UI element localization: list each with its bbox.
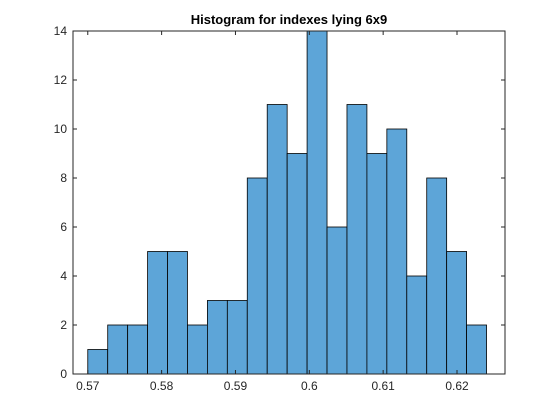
histogram-bar — [107, 324, 129, 375]
histogram-bar — [346, 104, 368, 375]
histogram-bar — [226, 300, 248, 375]
x-tick-label: 0.6 — [301, 379, 318, 393]
axes-box — [72, 30, 506, 375]
histogram-bar — [87, 349, 109, 375]
bars-layer — [87, 30, 487, 375]
histogram-bar — [386, 128, 408, 375]
histogram-bar — [366, 153, 388, 375]
y-tick-label: 2 — [60, 318, 67, 332]
histogram-bar — [326, 226, 348, 375]
histogram-bar — [246, 177, 268, 375]
histogram-bar — [306, 30, 328, 375]
x-tick-label: 0.58 — [150, 379, 174, 393]
histogram-bar — [406, 275, 428, 375]
chart-title: Histogram for indexes lying 6x9 — [191, 12, 388, 27]
histogram-bar — [446, 251, 467, 375]
histogram-bar — [206, 300, 228, 375]
y-tick-label: 10 — [54, 122, 68, 136]
y-tick-label: 8 — [60, 171, 67, 185]
histogram-bar — [266, 104, 288, 375]
x-tick-label: 0.57 — [76, 379, 100, 393]
histogram-bar — [147, 251, 168, 375]
y-tick-label: 14 — [54, 24, 68, 38]
y-tick-label: 0 — [60, 367, 67, 381]
histogram-bar — [466, 324, 487, 375]
x-tick-label: 0.59 — [224, 379, 248, 393]
y-tick-label: 4 — [60, 269, 67, 283]
histogram-bar — [187, 324, 208, 375]
histogram-bar — [127, 324, 148, 375]
x-tick-label: 0.62 — [445, 379, 469, 393]
y-tick-label: 6 — [60, 220, 67, 234]
histogram-bar — [286, 153, 308, 375]
y-tick-label: 12 — [54, 73, 68, 87]
x-tick-label: 0.61 — [371, 379, 395, 393]
histogram-bar — [426, 177, 448, 375]
histogram-bar — [167, 251, 188, 375]
ticks-layer: 0.57 0.58 0.59 0.6 0.61 0.62 0 2 4 6 8 10 12 14 — [54, 24, 505, 393]
